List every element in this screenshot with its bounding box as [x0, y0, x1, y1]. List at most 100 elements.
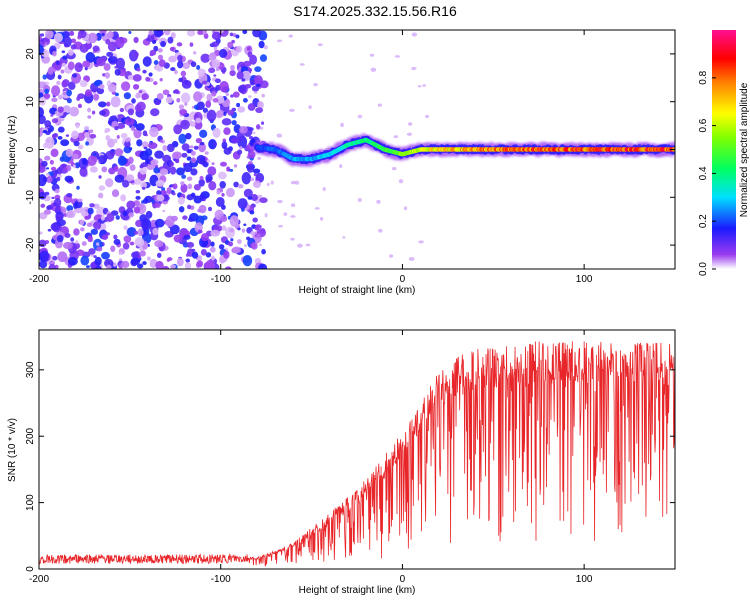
noise-speckle [283, 212, 288, 216]
noise-speckle [184, 262, 191, 269]
noise-speckle [56, 235, 64, 243]
noise-speckle [166, 143, 175, 153]
noise-speckle [67, 49, 74, 56]
noise-speckle [224, 266, 232, 269]
noise-speckle [122, 242, 130, 250]
noise-speckle [124, 140, 131, 149]
snr-y-ticks: 0 100 200 300 [25, 361, 675, 572]
noise-speckle [220, 215, 228, 222]
noise-speckle [208, 181, 217, 191]
noise-speckle [236, 71, 244, 80]
noise-speckle [225, 187, 235, 198]
noise-speckle [141, 93, 150, 100]
noise-speckle [289, 108, 295, 113]
noise-speckle [180, 181, 185, 186]
noise-speckle [157, 54, 164, 61]
noise-speckle [411, 66, 417, 71]
noise-speckle [211, 162, 215, 165]
noise-speckle [83, 125, 90, 131]
noise-speckle [63, 111, 68, 116]
noise-speckle [39, 260, 48, 269]
noise-speckle [41, 41, 46, 45]
noise-speckle [305, 243, 311, 247]
noise-speckle [75, 123, 80, 129]
noise-speckle [96, 246, 103, 252]
noise-speckle [170, 67, 176, 72]
noise-speckle [54, 188, 60, 194]
noise-speckle [180, 119, 190, 130]
noise-speckle [49, 159, 54, 165]
noise-speckle [39, 250, 50, 262]
noise-speckle [101, 166, 108, 173]
noise-speckle [406, 132, 413, 136]
noise-speckle [76, 96, 81, 102]
noise-speckle [86, 222, 93, 227]
noise-speckle [131, 251, 140, 259]
noise-speckle [159, 78, 163, 82]
noise-speckle [101, 32, 105, 37]
snr-series-line [39, 341, 675, 567]
noise-speckle [154, 218, 165, 228]
noise-speckle [205, 100, 212, 108]
noise-speckle [142, 261, 147, 266]
noise-speckle [70, 44, 77, 50]
snr-y-label: SNR (10 * v/v) [7, 418, 18, 482]
noise-speckle [51, 97, 58, 103]
noise-speckle [219, 180, 226, 189]
noise-speckle [248, 68, 253, 72]
noise-speckle [176, 97, 181, 103]
noise-speckle [210, 255, 216, 261]
noise-speckle [77, 198, 83, 203]
noise-speckle [48, 263, 56, 269]
noise-speckle [135, 195, 141, 200]
noise-speckle [44, 120, 52, 128]
noise-speckle [294, 180, 300, 185]
noise-speckle [230, 238, 234, 242]
noise-speckle [190, 168, 198, 176]
noise-speckle [87, 207, 94, 215]
noise-speckle [408, 257, 415, 261]
noise-speckle [276, 39, 283, 43]
noise-speckle [190, 61, 197, 68]
noise-speckle [235, 46, 241, 53]
noise-speckle [198, 178, 205, 187]
spectrogram-x-ticks: -200 -100 0 100 [29, 30, 593, 285]
noise-speckle [174, 158, 180, 164]
noise-speckle [139, 166, 147, 175]
noise-speckle [114, 148, 123, 157]
noise-speckle [192, 51, 197, 55]
noise-speckle [92, 93, 100, 101]
noise-speckle [207, 206, 213, 212]
noise-speckle [111, 189, 120, 198]
noise-speckle [42, 74, 47, 80]
noise-speckle [85, 52, 96, 63]
noise-speckle [106, 264, 112, 269]
noise-speckle [84, 132, 90, 138]
noise-speckle [218, 48, 228, 58]
noise-speckle [178, 133, 187, 144]
noise-speckle [227, 241, 234, 247]
noise-speckle [159, 168, 169, 176]
noise-speckle [179, 108, 188, 116]
spectrogram-x-label: Height of straight line (km) [299, 285, 416, 296]
noise-speckle [47, 67, 54, 75]
noise-speckle [65, 164, 72, 172]
noise-speckle [237, 198, 248, 210]
noise-speckle [230, 64, 235, 71]
noise-speckle [42, 130, 48, 134]
noise-speckle [104, 129, 108, 134]
noise-speckle [171, 192, 176, 196]
noise-speckle [231, 119, 237, 126]
noise-speckle [191, 157, 197, 164]
noise-speckle [87, 235, 93, 243]
noise-speckle [176, 257, 184, 267]
noise-speckle [41, 160, 48, 167]
noise-speckle [187, 183, 193, 190]
noise-speckle [89, 166, 98, 173]
noise-speckle [137, 228, 144, 237]
colorbar: 0.0 0.2 0.4 0.6 0.8 Normalized spectral ampl… [698, 30, 750, 276]
noise-speckle [193, 91, 203, 102]
noise-speckle [403, 206, 408, 211]
noise-speckle [242, 254, 253, 267]
noise-speckle [214, 78, 221, 84]
